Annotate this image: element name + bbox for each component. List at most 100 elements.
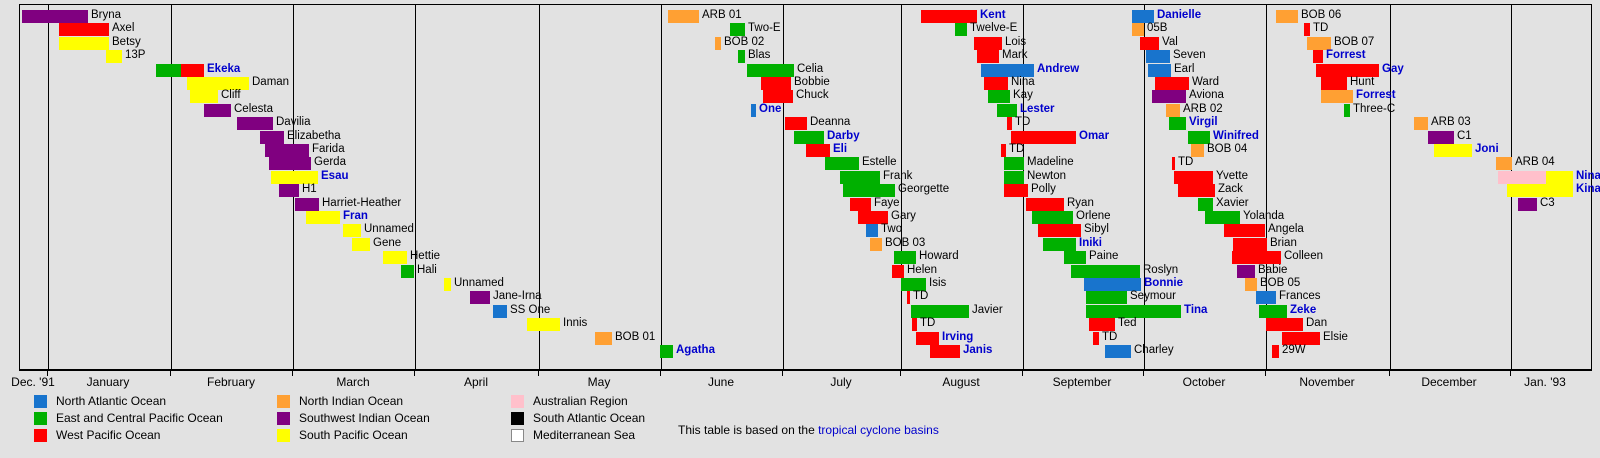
storm-bar: Zack <box>20 183 1591 198</box>
storm-label: Irving <box>942 330 974 343</box>
storm-bar-segment <box>1496 157 1512 171</box>
storm-bar: Paine <box>20 250 1591 265</box>
storm-bar-segment <box>1146 50 1170 64</box>
storm-bar: BOB 06 <box>20 9 1591 23</box>
storm-bar-segment <box>930 345 960 358</box>
storm-bar: Babie <box>20 264 1591 278</box>
storm-bar: Two <box>20 223 1591 238</box>
storm-bar: Zeke <box>20 303 1591 318</box>
month-label: October <box>1182 375 1226 389</box>
storm-bar: Farida <box>20 143 1591 157</box>
storm-bar: Yolanda <box>20 210 1591 224</box>
storm-label: Agatha <box>676 344 715 356</box>
storm-bar-segment <box>1276 10 1298 23</box>
storm-bar-segment <box>1105 345 1131 358</box>
storm-label: Zeke <box>1290 303 1317 316</box>
storm-bar-segment <box>269 157 311 171</box>
storm-bar-segment <box>1152 90 1186 104</box>
storm-label: Paine <box>1089 250 1119 263</box>
storm-bar-segment <box>1507 184 1573 198</box>
storm-bar-segment <box>1188 130 1210 144</box>
month-gridline <box>48 5 49 369</box>
storm-bar: Gerda <box>20 156 1591 171</box>
storm-bar: TD <box>20 317 1591 332</box>
storm-bar: Nina <box>20 170 1600 184</box>
storm-label: Harriet-Heather <box>322 196 402 209</box>
storm-bar-segment <box>156 63 181 77</box>
legend-swatch-icon <box>277 395 290 408</box>
storm-bar-segment <box>1132 23 1144 37</box>
storm-bar: Lester <box>20 103 1591 117</box>
storm-bar-segment <box>1313 50 1323 64</box>
storm-label: TD <box>913 290 929 303</box>
storm-bar-segment <box>981 63 1034 77</box>
storm-label: Helen <box>907 263 938 276</box>
legend-swatch-icon <box>511 395 524 408</box>
storm-bar: Forrest <box>20 49 1591 64</box>
storm-bar-segment <box>1498 170 1546 184</box>
storm-bar: ARB 04 <box>20 156 1591 171</box>
storm-bar-segment <box>1043 237 1076 251</box>
storm-bar-segment <box>1272 345 1279 358</box>
storm-label: Nina <box>1011 76 1035 88</box>
storm-bar-segment <box>977 50 999 64</box>
storm-label: Gerda <box>314 156 346 169</box>
timeline-plot-area: Bryna Axel Betsy 13P Ekeka Daman Cliff Celesta D… <box>19 4 1600 370</box>
storm-bar-segment <box>1518 197 1537 211</box>
storm-bar-segment <box>1086 291 1127 305</box>
storm-bar-segment <box>1266 318 1303 332</box>
storm-label: Esau <box>321 169 349 182</box>
storm-bar: Andrew <box>20 63 1591 77</box>
storm-bar: Georgette <box>20 183 1591 198</box>
legend-label: West Pacific Ocean <box>56 428 161 442</box>
storm-bar: Dan <box>20 317 1591 332</box>
month-gridline <box>661 5 662 369</box>
tropical-cyclone-basins-link[interactable]: tropical cyclone basins <box>818 423 939 437</box>
storm-bar: Twelve-E <box>20 22 1591 37</box>
storm-bar-segment <box>187 77 249 90</box>
source-note-prefix: This table is based on the <box>678 423 819 437</box>
storm-bar-segment <box>1304 23 1310 37</box>
storm-bar-segment <box>1011 130 1076 144</box>
storm-label: Bryna <box>91 9 122 21</box>
storm-bar-segment <box>271 170 318 184</box>
storm-bar-segment <box>1093 331 1099 345</box>
storm-bar-segment <box>660 345 673 358</box>
storm-label: Elsie <box>1323 330 1348 343</box>
month-tick <box>292 370 293 376</box>
storm-bar-segment <box>785 117 807 131</box>
storm-label: Aviona <box>1189 89 1224 102</box>
storm-bar: Joni <box>20 143 1591 157</box>
month-label: Jan. '93 <box>1524 375 1566 389</box>
storm-bar-segment <box>1205 211 1240 224</box>
storm-label: Seymour <box>1130 290 1177 303</box>
storm-label: Kina <box>1576 183 1600 196</box>
storm-bar: Daman <box>20 76 1591 90</box>
legend-swatch-icon <box>34 395 47 408</box>
storm-label: Forrest <box>1326 49 1366 62</box>
storm-label: BOB 07 <box>1334 35 1375 48</box>
month-gridline <box>901 5 902 369</box>
storm-bar: Betsy <box>20 36 1591 50</box>
storm-bar: H1 <box>20 183 1591 198</box>
storm-bar: Newton <box>20 170 1591 184</box>
storm-bar-segment <box>911 304 969 318</box>
storm-label: Farida <box>312 143 345 155</box>
storm-bar-segment <box>916 331 939 345</box>
storm-bar-segment <box>1233 237 1267 251</box>
legend-label: Mediterranean Sea <box>533 428 636 442</box>
storm-bar-segment <box>1178 184 1215 198</box>
storm-bar-segment <box>22 10 88 23</box>
storm-bar-segment <box>1032 211 1073 224</box>
storm-label: Ekeka <box>207 62 241 75</box>
storm-bar: Tina <box>20 304 1591 318</box>
storm-bar: Javier <box>20 304 1591 318</box>
storm-bar: Agatha <box>20 344 1591 358</box>
storm-bar: Kent <box>20 9 1591 23</box>
storm-label: Iniki <box>1079 236 1103 249</box>
storm-bar: Gene <box>20 237 1591 251</box>
storm-bar: 29W <box>20 344 1591 358</box>
storm-label: ARB 03 <box>1431 116 1471 129</box>
storm-label: Bobbie <box>794 76 830 88</box>
storm-label: Polly <box>1031 183 1056 196</box>
